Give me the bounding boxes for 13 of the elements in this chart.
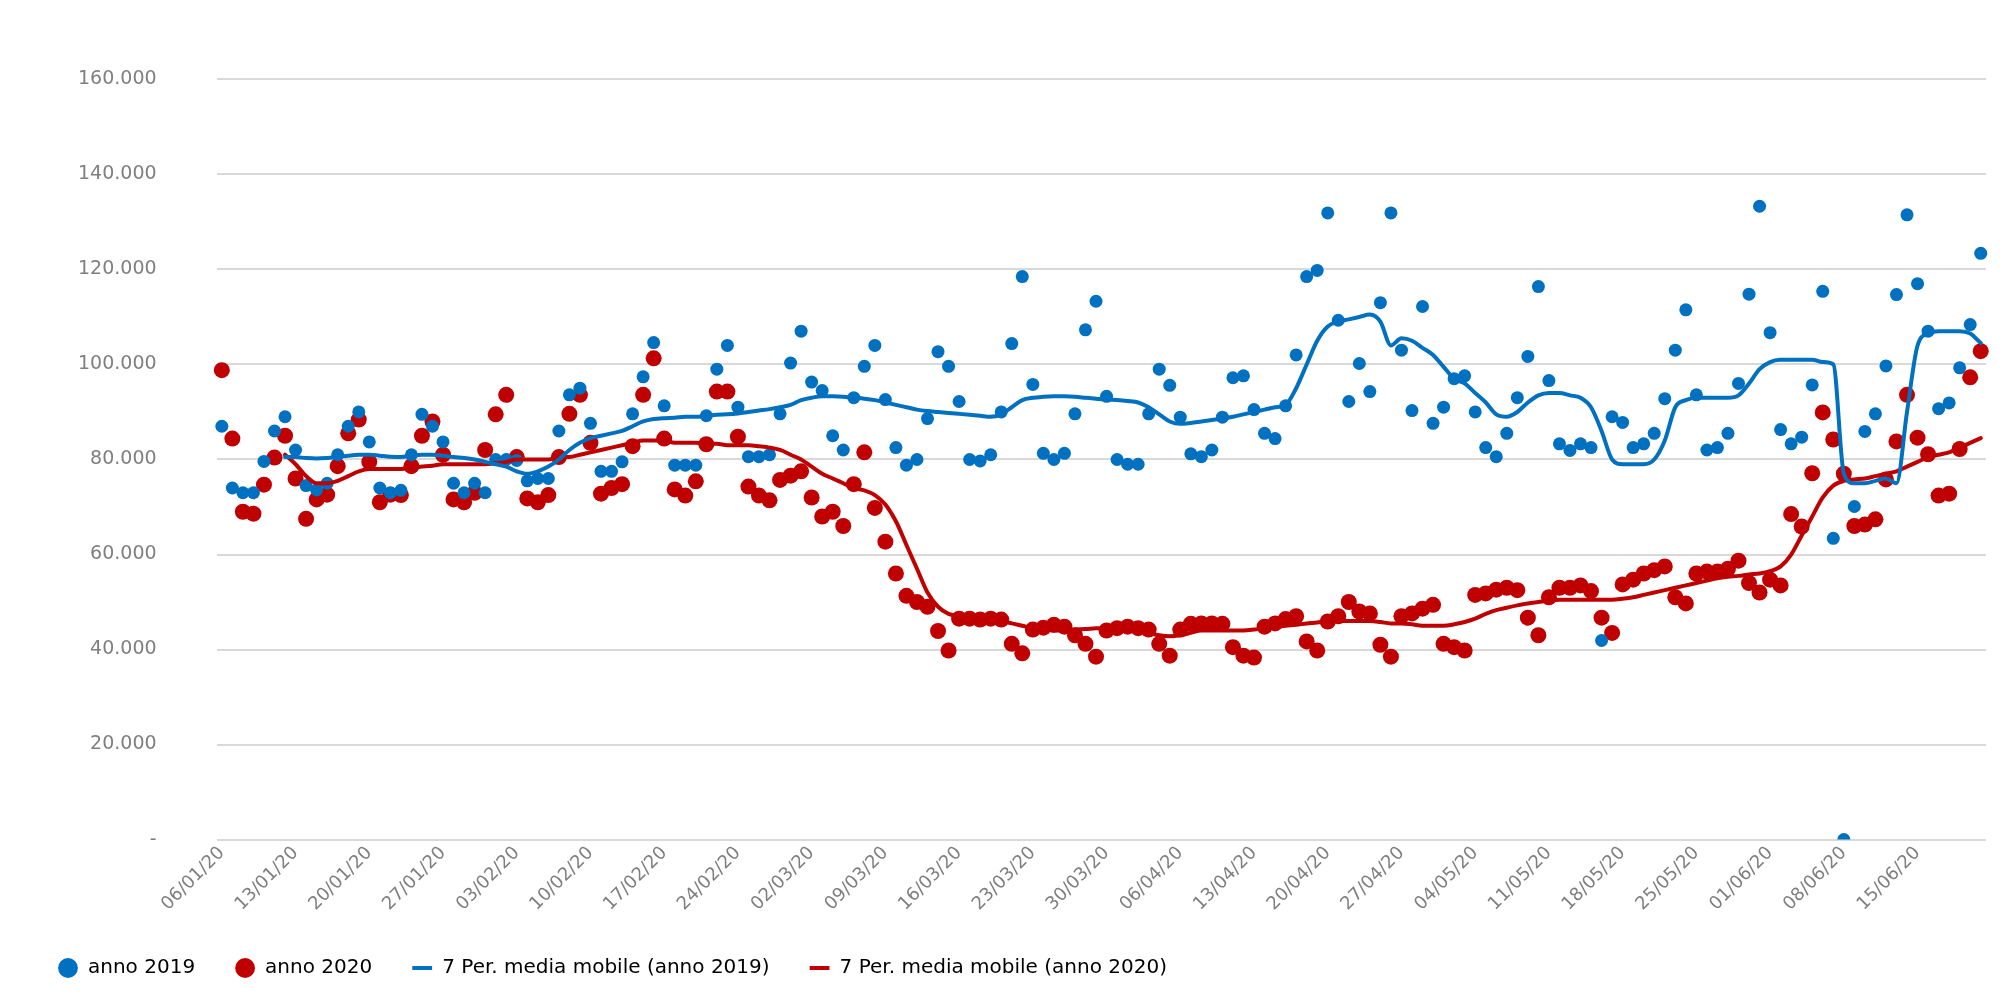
y-tick-label: 120.000 <box>77 256 157 279</box>
y-tick-label: 60.000 <box>90 541 157 564</box>
legend-label: anno 2019 <box>88 954 196 979</box>
y-tick-label: 40.000 <box>90 636 157 659</box>
legend-label: 7 Per. media mobile (anno 2020) <box>839 954 1167 979</box>
y-tick-label: - <box>149 826 157 849</box>
y-tick-label: 80.000 <box>90 446 157 469</box>
legend-label: anno 2020 <box>265 954 373 979</box>
y-tick-label: 20.000 <box>90 731 157 754</box>
y-tick-label: 160.000 <box>77 66 157 89</box>
y-tick-label: 140.000 <box>77 161 157 184</box>
legend-label: 7 Per. media mobile (anno 2019) <box>442 954 770 979</box>
y-tick-label: 100.000 <box>77 351 157 374</box>
